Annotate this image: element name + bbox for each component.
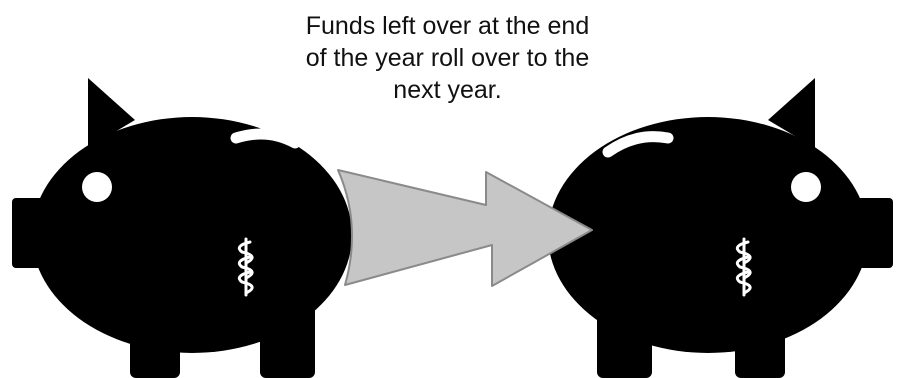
right-body (548, 117, 868, 353)
right-ear (768, 78, 815, 148)
left-eye (82, 172, 112, 202)
caption-line-2: of the year roll over to the (305, 44, 590, 72)
rollover-caption: Funds left over at the end of the year r… (255, 10, 640, 106)
caption-line-3: next year. (393, 76, 502, 104)
right-coin-slot (602, 131, 674, 158)
caption-line-1: Funds left over at the end (305, 12, 590, 40)
left-ear (88, 78, 135, 148)
transfer-arrow-icon (337, 169, 593, 287)
left-coin-slot (230, 128, 301, 149)
piggy-bank-left-icon (12, 78, 352, 378)
right-dollar-icons (735, 237, 752, 297)
left-body (32, 117, 352, 353)
left-dollar-icon-3 (237, 267, 254, 297)
piggy-bank-right-icon (548, 78, 893, 378)
right-eye (791, 172, 821, 202)
right-dollar-icon-3 (735, 267, 752, 297)
left-dollar-icons (237, 237, 254, 297)
